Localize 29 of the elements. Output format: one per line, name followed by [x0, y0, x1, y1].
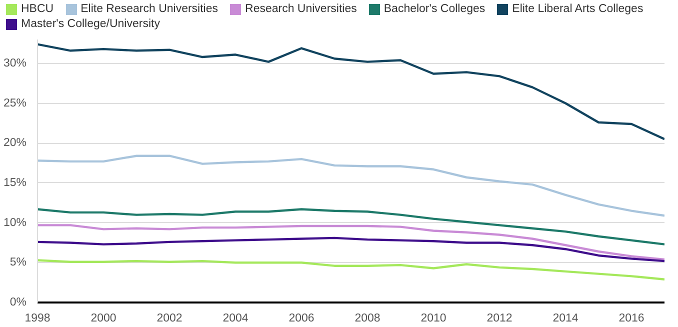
line-series [38, 224, 664, 261]
line-series [38, 154, 664, 217]
legend-label: Elite Liberal Arts Colleges [511, 2, 644, 17]
y-tick-label: 15% [3, 176, 27, 189]
y-tick-label: 10% [3, 216, 27, 229]
legend-label: Bachelor's Colleges [382, 2, 486, 17]
x-tick-label: 2000 [90, 312, 116, 324]
x-tick-label: 2016 [618, 312, 644, 324]
legend-label: Master's College/University [20, 17, 160, 32]
line-series [38, 208, 664, 246]
x-tick-label: 2014 [552, 312, 579, 324]
line-series [38, 259, 664, 280]
legend-label: Elite Research Universities [80, 2, 218, 17]
y-tick-label: 5% [10, 256, 27, 269]
x-tick-label: 2008 [354, 312, 380, 324]
line-series [38, 43, 664, 140]
x-tick-label: 1998 [24, 312, 50, 324]
y-tick-label: 25% [3, 97, 27, 110]
x-tick-label: 2010 [420, 312, 446, 324]
y-tick-label: 30% [3, 57, 27, 70]
x-tick-label: 2012 [486, 312, 512, 324]
legend-label: Research Universities [244, 2, 357, 17]
y-tick-label: 0% [10, 296, 27, 308]
y-tick-label: 20% [3, 137, 27, 150]
x-tick-label: 2004 [222, 312, 249, 324]
legend-label: HBCU [20, 2, 54, 17]
x-tick-label: 2006 [288, 312, 314, 324]
line-series [38, 236, 664, 262]
x-tick-label: 2002 [156, 312, 182, 324]
